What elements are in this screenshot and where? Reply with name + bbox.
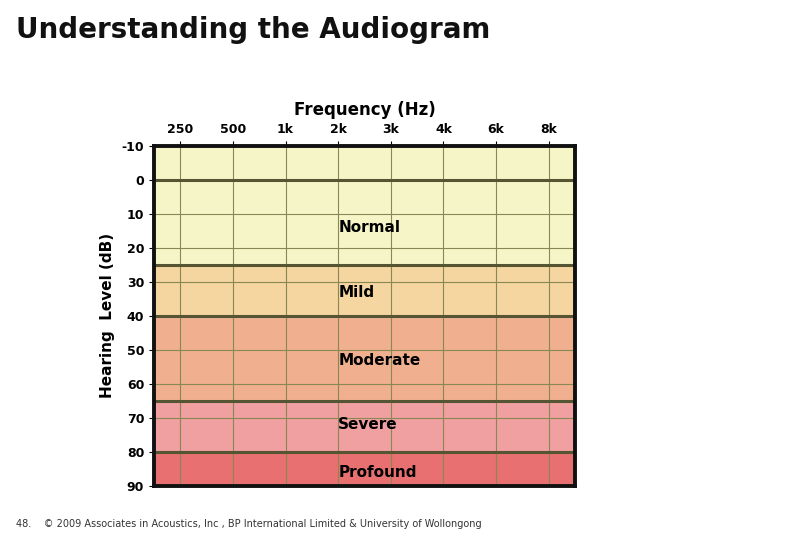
Y-axis label: Hearing  Level (dB): Hearing Level (dB) — [100, 233, 114, 399]
Text: Normal: Normal — [339, 220, 400, 235]
Text: Mild: Mild — [339, 285, 374, 300]
Text: Moderate: Moderate — [339, 353, 420, 368]
Text: 48.    © 2009 Associates in Acoustics, Inc , BP International Limited & Universi: 48. © 2009 Associates in Acoustics, Inc … — [16, 519, 482, 529]
Text: Profound: Profound — [339, 465, 416, 480]
Text: Severe: Severe — [339, 417, 398, 432]
Text: Understanding the Audiogram: Understanding the Audiogram — [16, 16, 491, 44]
X-axis label: Frequency (Hz): Frequency (Hz) — [293, 101, 436, 119]
